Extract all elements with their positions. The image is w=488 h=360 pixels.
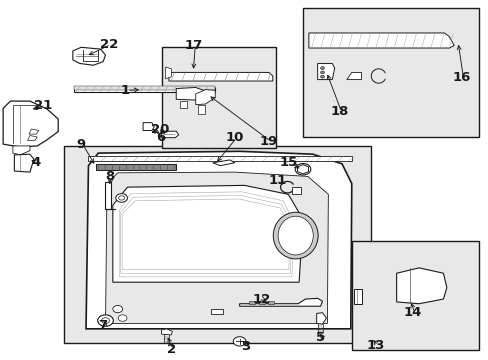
Polygon shape xyxy=(317,63,334,80)
Polygon shape xyxy=(3,101,58,147)
Bar xyxy=(259,301,264,305)
Text: 10: 10 xyxy=(225,131,244,144)
Polygon shape xyxy=(180,101,186,108)
Polygon shape xyxy=(143,123,154,131)
Polygon shape xyxy=(211,309,222,315)
Text: 19: 19 xyxy=(259,135,278,148)
Polygon shape xyxy=(212,160,234,166)
Polygon shape xyxy=(239,298,322,306)
Text: 3: 3 xyxy=(241,340,249,353)
Text: 15: 15 xyxy=(279,156,297,169)
Polygon shape xyxy=(292,187,301,194)
Bar xyxy=(303,8,478,137)
Bar xyxy=(161,47,276,148)
Text: 21: 21 xyxy=(34,99,52,112)
Polygon shape xyxy=(346,72,361,80)
Text: 16: 16 xyxy=(451,71,470,84)
Circle shape xyxy=(116,194,127,202)
Text: 8: 8 xyxy=(104,170,114,183)
Polygon shape xyxy=(353,289,361,304)
Circle shape xyxy=(102,318,109,323)
Polygon shape xyxy=(113,185,303,282)
Text: 20: 20 xyxy=(151,123,169,136)
Bar xyxy=(351,241,478,350)
Ellipse shape xyxy=(278,216,313,255)
Polygon shape xyxy=(161,329,172,335)
Polygon shape xyxy=(29,129,39,134)
Bar xyxy=(74,87,215,92)
Text: 22: 22 xyxy=(100,38,118,51)
Polygon shape xyxy=(13,146,30,155)
Circle shape xyxy=(98,315,113,326)
Bar xyxy=(96,164,176,170)
Polygon shape xyxy=(198,105,205,114)
Polygon shape xyxy=(396,268,446,304)
Circle shape xyxy=(320,75,324,78)
Text: 9: 9 xyxy=(77,138,85,151)
Ellipse shape xyxy=(273,212,318,259)
Circle shape xyxy=(320,71,324,74)
Circle shape xyxy=(233,337,245,346)
Circle shape xyxy=(118,315,127,321)
Polygon shape xyxy=(165,67,171,79)
Text: 13: 13 xyxy=(366,339,385,352)
Circle shape xyxy=(295,163,310,175)
Text: 11: 11 xyxy=(268,174,286,187)
Bar xyxy=(64,146,370,343)
Text: 6: 6 xyxy=(156,131,165,144)
Polygon shape xyxy=(176,87,205,100)
Polygon shape xyxy=(161,131,178,138)
Circle shape xyxy=(119,196,124,200)
Polygon shape xyxy=(14,154,34,172)
Polygon shape xyxy=(73,47,105,65)
Circle shape xyxy=(113,306,122,313)
Polygon shape xyxy=(195,90,215,105)
Text: 1: 1 xyxy=(120,84,129,97)
Text: 18: 18 xyxy=(330,105,348,118)
Text: 14: 14 xyxy=(403,306,421,319)
Text: 2: 2 xyxy=(166,343,176,356)
Circle shape xyxy=(320,67,324,69)
Polygon shape xyxy=(316,313,326,324)
Bar xyxy=(104,182,111,209)
Text: 5: 5 xyxy=(316,331,325,344)
Bar xyxy=(249,301,255,305)
Polygon shape xyxy=(27,135,37,140)
Text: 12: 12 xyxy=(252,293,270,306)
Polygon shape xyxy=(297,165,308,174)
Text: 17: 17 xyxy=(184,39,202,52)
Text: 7: 7 xyxy=(98,319,107,332)
Polygon shape xyxy=(86,151,351,329)
Bar xyxy=(74,86,215,90)
Text: 4: 4 xyxy=(31,156,41,169)
Polygon shape xyxy=(168,72,272,81)
Polygon shape xyxy=(105,172,328,323)
Bar xyxy=(267,301,273,305)
Bar xyxy=(88,156,351,161)
Polygon shape xyxy=(308,33,453,48)
